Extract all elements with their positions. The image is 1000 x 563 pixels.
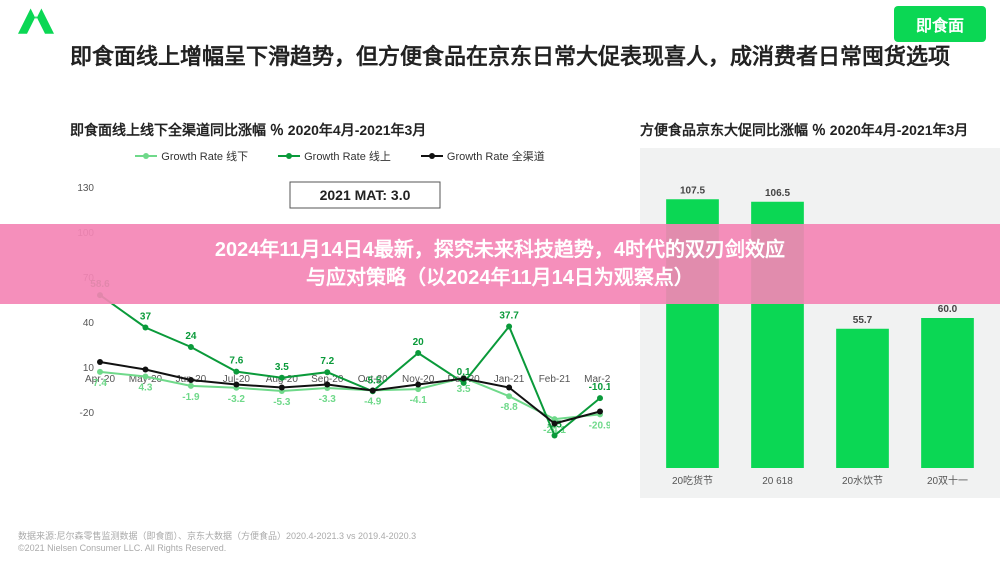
overlay-banner: 2024年11月14日4最新，探究未来科技趋势，4时代的双刃剑效应 与应对策略（… bbox=[0, 224, 1000, 304]
svg-text:4.3: 4.3 bbox=[139, 383, 153, 394]
legend-item: Growth Rate 线下 bbox=[135, 148, 248, 164]
svg-text:20: 20 bbox=[413, 337, 425, 348]
svg-text:7.4: 7.4 bbox=[93, 378, 107, 389]
svg-text:107.5: 107.5 bbox=[680, 185, 705, 196]
svg-text:-8.8: -8.8 bbox=[500, 402, 518, 413]
svg-text:-5.5: -5.5 bbox=[364, 375, 382, 386]
line-chart: -20104070100130Apr-20May-20Jun-20Jul-20A… bbox=[70, 168, 610, 498]
svg-text:20双十一: 20双十一 bbox=[927, 474, 968, 487]
overlay-text-2: 与应对策略（以2024年11月14日为观察点） bbox=[306, 264, 694, 292]
svg-text:-10.1: -10.1 bbox=[589, 382, 610, 393]
svg-text:-20: -20 bbox=[80, 408, 95, 419]
svg-text:37.7: 37.7 bbox=[499, 310, 519, 321]
svg-text:24: 24 bbox=[185, 331, 197, 342]
footer-source: 数据来源:尼尔森零售监测数据（即食面）、京东大数据（方便食品）2020.4-20… bbox=[18, 530, 416, 543]
svg-text:20吃货节: 20吃货节 bbox=[672, 474, 713, 487]
line-chart-title: 即食面线上线下全渠道同比涨幅 ％ 2020年4月-2021年3月 bbox=[70, 120, 610, 140]
page-title: 即食面线上增幅呈下滑趋势，但方便食品在京东日常大促表现喜人，成消费者日常囤货选项 bbox=[70, 42, 970, 73]
legend-item: Growth Rate 线上 bbox=[278, 148, 391, 164]
legend-item: Growth Rate 全渠道 bbox=[421, 148, 545, 164]
footer-copyright: ©2021 Nielsen Consumer LLC. All Rights R… bbox=[18, 542, 416, 555]
svg-text:40: 40 bbox=[83, 318, 95, 329]
svg-text:-3.3: -3.3 bbox=[319, 394, 337, 405]
line-chart-legend: Growth Rate 线下 Growth Rate 线上 Growth Rate … bbox=[70, 148, 610, 164]
svg-text:2021 MAT: 3.0: 2021 MAT: 3.0 bbox=[320, 187, 411, 203]
svg-text:-5.3: -5.3 bbox=[273, 397, 291, 408]
svg-text:55.7: 55.7 bbox=[853, 315, 873, 326]
svg-text:-4.1: -4.1 bbox=[410, 395, 428, 406]
bar-chart-panel: 方便食品京东大促同比涨幅 ％ 2020年4月-2021年3月 107.5 20吃货… bbox=[640, 120, 1000, 498]
svg-text:-20.9: -20.9 bbox=[589, 420, 610, 431]
svg-text:37: 37 bbox=[140, 312, 152, 323]
svg-text:-4.9: -4.9 bbox=[364, 396, 382, 407]
svg-text:130: 130 bbox=[77, 183, 94, 194]
svg-text:7.2: 7.2 bbox=[320, 356, 334, 367]
category-badge: 即食面 bbox=[894, 6, 986, 42]
svg-text:-3.2: -3.2 bbox=[228, 394, 246, 405]
svg-text:20水饮节: 20水饮节 bbox=[842, 474, 883, 487]
svg-text:20 618: 20 618 bbox=[762, 476, 793, 487]
line-chart-panel: 即食面线上线下全渠道同比涨幅 ％ 2020年4月-2021年3月 Growth … bbox=[70, 120, 610, 498]
svg-text:7.6: 7.6 bbox=[229, 356, 243, 367]
svg-text:3.5: 3.5 bbox=[275, 362, 289, 373]
bar-chart-title: 方便食品京东大促同比涨幅 ％ 2020年4月-2021年3月 bbox=[640, 120, 1000, 140]
svg-text:Jan-21: Jan-21 bbox=[494, 374, 525, 385]
svg-text:Feb-21: Feb-21 bbox=[539, 374, 571, 385]
footer: 数据来源:尼尔森零售监测数据（即食面）、京东大数据（方便食品）2020.4-20… bbox=[18, 530, 416, 555]
svg-text:-1.9: -1.9 bbox=[182, 392, 200, 403]
svg-text:106.5: 106.5 bbox=[765, 188, 790, 199]
bar-chart: 107.5 20吃货节 106.5 20 618 55.7 20水饮节 60.0 20双十一 bbox=[640, 148, 1000, 498]
svg-text:10: 10 bbox=[83, 363, 95, 374]
brand-logo bbox=[18, 8, 54, 41]
overlay-text-1: 2024年11月14日4最新，探究未来科技趋势，4时代的双刃剑效应 bbox=[215, 236, 785, 264]
svg-text:60.0: 60.0 bbox=[938, 304, 958, 315]
